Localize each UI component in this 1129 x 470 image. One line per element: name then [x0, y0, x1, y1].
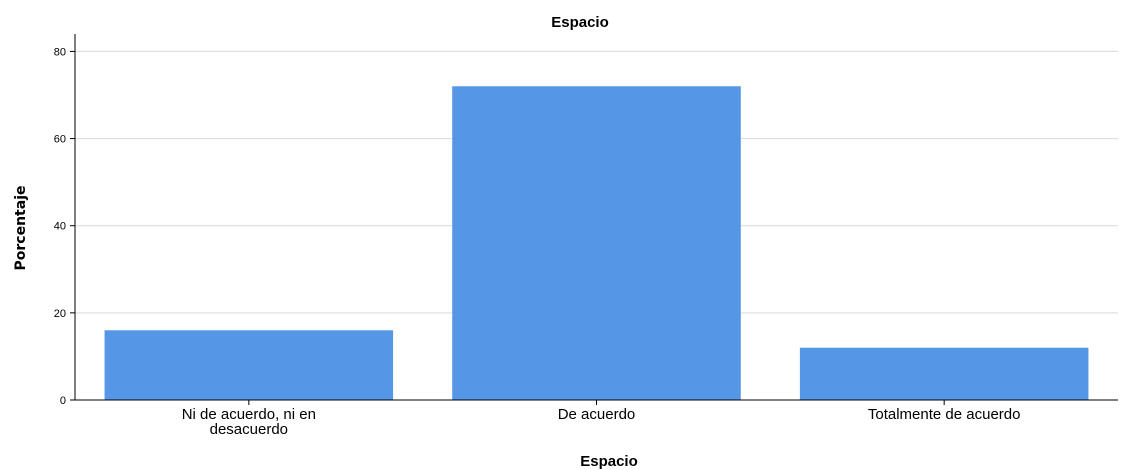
bar [452, 86, 741, 401]
x-tick-label: Ni de acuerdo, ni en [182, 406, 316, 423]
x-tick-label: desacuerdo [210, 421, 288, 438]
x-axis-label: Espacio [580, 453, 638, 470]
y-axis-label: Porcentaje [13, 186, 29, 271]
bars [104, 86, 1089, 401]
y-tick-label: 60 [54, 134, 66, 146]
y-tick-label: 0 [60, 395, 66, 407]
y-tick-label: 40 [54, 221, 66, 233]
x-tick-label: Totalmente de acuerdo [868, 406, 1021, 423]
y-axis-ticks: 0 20 40 60 80 [54, 46, 75, 407]
bar [799, 347, 1089, 400]
chart-title: Espacio [551, 14, 609, 31]
y-tick-label: 80 [54, 46, 66, 58]
y-tick-label: 20 [54, 308, 66, 320]
x-tick-label: De acuerdo [558, 406, 636, 423]
bar [104, 330, 394, 400]
